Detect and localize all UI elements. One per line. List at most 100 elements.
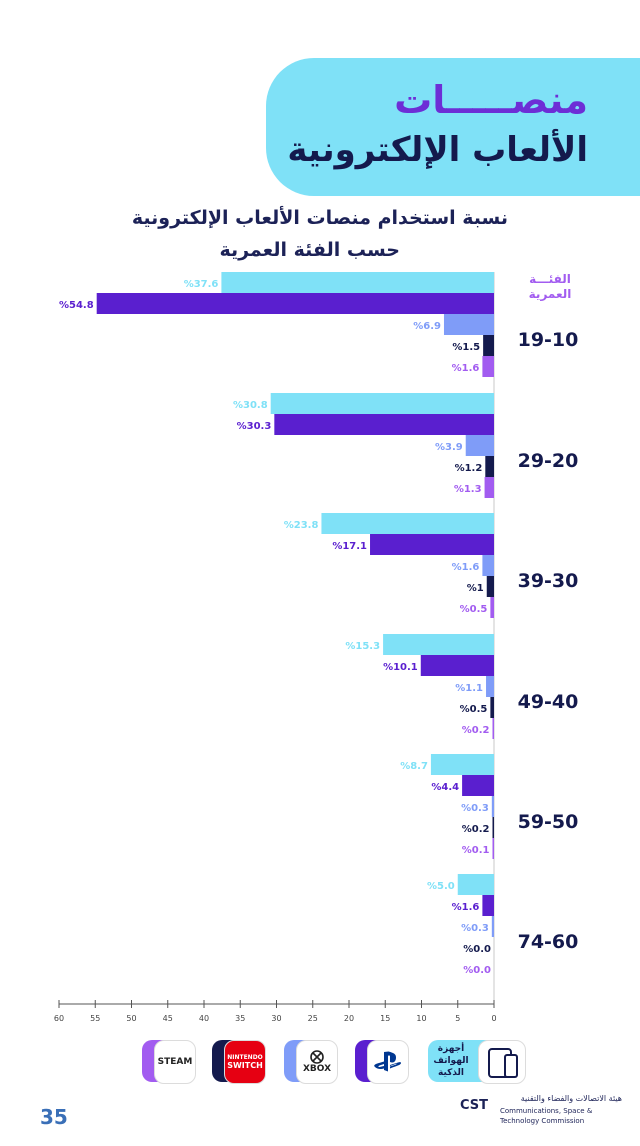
bar-1-29-20 bbox=[270, 393, 494, 414]
bar-2-49-40 bbox=[420, 655, 494, 676]
device-glyph-icon bbox=[488, 1048, 518, 1078]
bar-3-29-20 bbox=[465, 435, 494, 456]
data-label: %1 bbox=[467, 583, 484, 594]
x-tick-label: 0 bbox=[491, 1014, 496, 1023]
bar-1-59-50 bbox=[430, 754, 494, 775]
xbox-logo-icon: XBOX bbox=[296, 1040, 338, 1084]
category-label: 19-10 bbox=[518, 329, 579, 351]
data-label: %3.9 bbox=[435, 442, 463, 453]
bar-4-49-40 bbox=[490, 697, 494, 718]
bar-4-39-30 bbox=[486, 576, 494, 597]
x-tick-label: 55 bbox=[90, 1014, 100, 1023]
x-tick-label: 45 bbox=[163, 1014, 173, 1023]
banner-title-line2: الألعاب الإلكترونية bbox=[287, 130, 588, 170]
data-label: %1.6 bbox=[452, 902, 480, 913]
legend-item-playstation bbox=[355, 1040, 411, 1084]
x-tick-label: 30 bbox=[271, 1014, 281, 1023]
data-label: %5.0 bbox=[427, 881, 455, 892]
data-label: %1.2 bbox=[455, 463, 483, 474]
data-label: %30.8 bbox=[233, 400, 268, 411]
bar-3-59-50 bbox=[491, 796, 494, 817]
bar-3-39-30 bbox=[482, 555, 494, 576]
org-name-ar: هيئة الاتصالات والفضاء والتقنية bbox=[520, 1094, 622, 1103]
data-label: %0.5 bbox=[460, 604, 488, 615]
bar-3-74-60 bbox=[491, 916, 494, 937]
bar-2-39-30 bbox=[370, 534, 494, 555]
cst-logo: CST bbox=[460, 1098, 489, 1113]
category-label: 59-50 bbox=[518, 811, 579, 833]
org-name-en: Communications, Space & Technology Commi… bbox=[500, 1107, 593, 1125]
data-label: %54.8 bbox=[59, 300, 94, 311]
data-label: %6.9 bbox=[413, 321, 441, 332]
data-label: %17.1 bbox=[332, 541, 367, 552]
x-tick-label: 60 bbox=[54, 1014, 64, 1023]
data-label: %10.1 bbox=[383, 662, 418, 673]
bar-4-19-10 bbox=[483, 335, 494, 356]
legend-item-xbox: XBOX bbox=[284, 1040, 340, 1084]
playstation-glyph-icon bbox=[374, 1051, 402, 1072]
bar-2-74-60 bbox=[482, 895, 494, 916]
category-label: 39-30 bbox=[518, 570, 579, 592]
nintendo-switch-logo-icon: NINTENDO SWITCH bbox=[224, 1040, 266, 1084]
x-tick-label: 10 bbox=[416, 1014, 426, 1023]
bar-4-59-50 bbox=[492, 817, 494, 838]
legend-label-nintendo: NINTENDO bbox=[227, 1054, 263, 1061]
data-label: %37.6 bbox=[184, 279, 219, 290]
data-label: %0.3 bbox=[461, 923, 489, 934]
bar-4-29-20 bbox=[485, 456, 494, 477]
data-label: %1.6 bbox=[452, 363, 480, 374]
data-label: %30.3 bbox=[237, 421, 272, 432]
banner-title-line1: منصـــــات bbox=[394, 78, 588, 122]
x-tick-label: 50 bbox=[126, 1014, 136, 1023]
smartphone-tablet-icon bbox=[478, 1040, 526, 1084]
bar-3-19-10 bbox=[443, 314, 494, 335]
x-tick-label: 5 bbox=[455, 1014, 460, 1023]
bar-1-49-40 bbox=[383, 634, 494, 655]
data-label: %1.1 bbox=[455, 683, 483, 694]
category-header: الفئـــة العمرية bbox=[528, 272, 572, 301]
data-label: %8.7 bbox=[400, 761, 428, 772]
x-tick-label: 20 bbox=[344, 1014, 354, 1023]
legend-item-nintendo-switch: NINTENDO SWITCH bbox=[212, 1040, 268, 1084]
x-tick-label: 35 bbox=[235, 1014, 245, 1023]
bar-1-19-10 bbox=[221, 272, 494, 293]
xbox-sphere-icon bbox=[310, 1049, 324, 1064]
x-tick-label: 15 bbox=[380, 1014, 390, 1023]
bar-2-59-50 bbox=[462, 775, 494, 796]
category-label: 29-20 bbox=[518, 450, 579, 472]
bar-1-39-30 bbox=[321, 513, 494, 534]
data-label: %0.2 bbox=[462, 824, 490, 835]
category-label: 74-60 bbox=[518, 931, 579, 953]
data-label: %0.0 bbox=[463, 944, 491, 955]
playstation-logo-icon bbox=[367, 1040, 409, 1084]
bar-5-29-20 bbox=[484, 477, 494, 498]
bar-2-19-10 bbox=[96, 293, 494, 314]
bar-5-39-30 bbox=[490, 597, 494, 618]
x-tick-label: 40 bbox=[199, 1014, 209, 1023]
steam-logo-icon: STEAM bbox=[154, 1040, 196, 1084]
data-label: %1.5 bbox=[452, 342, 480, 353]
category-label: 49-40 bbox=[518, 691, 579, 713]
data-label: %23.8 bbox=[284, 520, 319, 531]
data-label: %1.6 bbox=[452, 562, 480, 573]
data-label: %1.3 bbox=[454, 484, 482, 495]
legend-label-xbox: XBOX bbox=[302, 1063, 332, 1074]
legend-label-mobile: أجهزة الهواتف الذكية bbox=[433, 1044, 469, 1078]
data-label: %4.4 bbox=[431, 782, 459, 793]
data-label: %0.1 bbox=[462, 845, 490, 856]
data-label: %0.5 bbox=[460, 704, 488, 715]
bar-5-19-10 bbox=[482, 356, 494, 377]
data-label: %0.0 bbox=[463, 965, 491, 976]
data-label: %15.3 bbox=[345, 641, 380, 652]
bar-2-29-20 bbox=[274, 414, 494, 435]
chart-subtitle: حسب الفئة العمرية bbox=[219, 239, 400, 261]
legend-label-steam: STEAM bbox=[157, 1057, 193, 1067]
x-tick-label: 25 bbox=[308, 1014, 318, 1023]
bar-1-74-60 bbox=[457, 874, 494, 895]
data-label: %0.3 bbox=[461, 803, 489, 814]
page-number: 35 bbox=[40, 1105, 68, 1129]
bar-5-49-40 bbox=[492, 718, 494, 739]
title-banner bbox=[266, 58, 640, 196]
data-label: %0.2 bbox=[462, 725, 490, 736]
